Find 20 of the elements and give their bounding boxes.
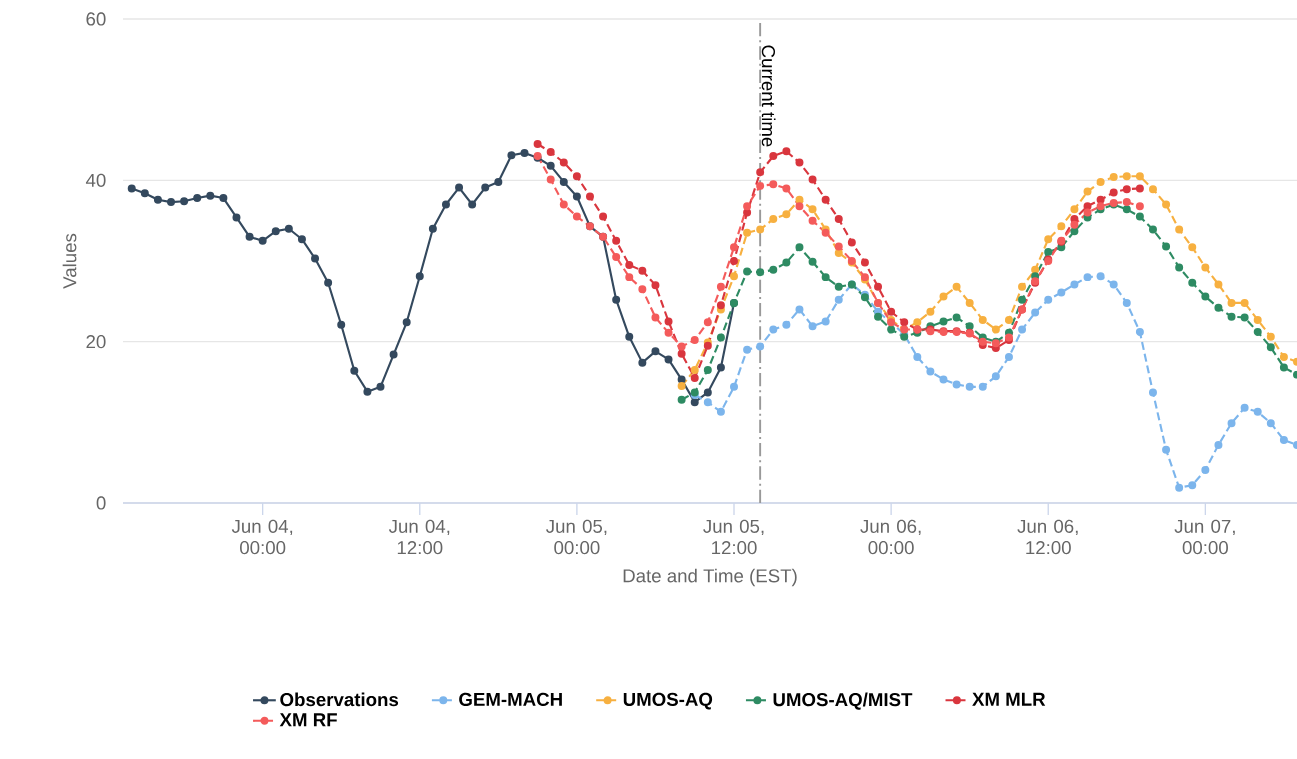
x-tick-label: Jun 05, 00:00 [546,519,607,555]
y-tick-label: 60 [86,12,106,26]
y-tick-label: 0 [96,496,106,510]
legend-label: UMOS-AQ [623,692,713,710]
x-tick-label: Jun 06, 00:00 [860,519,921,555]
y-tick-label: 20 [86,335,106,349]
x-tick-label: Jun 04, 12:00 [388,519,450,555]
legend-label: XM MLR [972,692,1046,706]
ref-line-label: Current time [761,45,776,147]
x-tick-label: Jun 05, 12:00 [703,519,764,555]
y-tick-label: 40 [85,173,106,187]
legend-label: Observations [280,692,399,707]
legend-label: UMOS-AQ/MIST [773,692,913,710]
x-tick-label: Jun 04, 00:00 [231,519,293,555]
legend-label: GEM-MACH [459,692,562,706]
x-axis-title: Date and Time (EST) [623,568,797,587]
x-tick-label: Jun 06, 12:00 [1017,519,1078,555]
x-tick-label: Jun 07, 00:00 [1174,519,1235,555]
legend-label: XM RF [279,713,337,727]
y-axis-title: Values [62,233,77,289]
